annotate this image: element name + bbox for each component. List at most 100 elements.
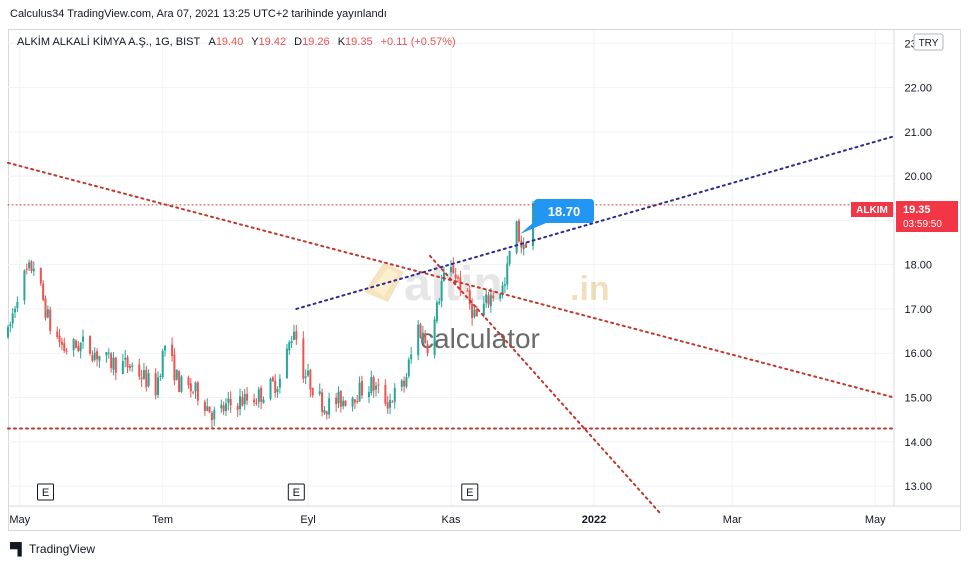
candle-body [65, 350, 68, 352]
candle-body [159, 375, 162, 377]
legend-low: 19.26 [302, 36, 330, 48]
y-tick-labels: 13.0014.0015.0016.0017.0018.0019.0020.00… [904, 38, 932, 493]
candle-body [403, 380, 406, 387]
candle-body [468, 290, 471, 305]
candle-body [501, 285, 504, 295]
candle-body [196, 382, 199, 401]
earnings-event-box [461, 483, 479, 501]
candle-body [405, 376, 408, 387]
x-tick-label: Mar [723, 514, 742, 526]
watermark: altin .in [364, 258, 610, 311]
candle-body [417, 324, 420, 356]
publish-info: Calculus34 TradingView.com, Ara 07, 2021… [10, 8, 387, 20]
candle-body [503, 284, 506, 286]
candle-body [475, 309, 478, 317]
candle-body [175, 369, 178, 380]
candle-body [173, 354, 176, 381]
candle-body [210, 412, 213, 421]
candle-body [56, 331, 59, 338]
candle-body [372, 377, 375, 391]
symbol-legend: ALKİM ALKALİ KİMYA A.Ş., 1G, BIST A19.40… [17, 35, 456, 48]
candle-body [147, 373, 150, 387]
candle-body [358, 382, 361, 402]
candle-body [44, 298, 47, 318]
candle-body [454, 274, 457, 279]
candle-body [126, 357, 129, 368]
legend-open-label: A [208, 36, 216, 48]
candle-body [93, 352, 96, 360]
currency-badge-box [913, 33, 944, 51]
candle-body [145, 369, 148, 388]
candle-body [438, 301, 441, 304]
candle-body [489, 294, 492, 307]
y-tick-label: 16.00 [904, 348, 932, 360]
candle-body [9, 324, 12, 327]
candle-body [339, 390, 342, 407]
candle-body [42, 283, 45, 300]
trendlines[interactable] [7, 135, 895, 514]
candle-body [290, 341, 293, 344]
tradingview-logo-icon: ▀▌ [10, 542, 26, 556]
candle-body [515, 221, 518, 253]
candle-body [192, 391, 195, 393]
candle-body [82, 336, 85, 342]
candle-body [276, 388, 279, 393]
candle-body [39, 267, 42, 284]
candle-body [506, 263, 509, 285]
candle-body [121, 361, 124, 375]
candle-body [131, 365, 134, 367]
candle-body [351, 397, 354, 407]
candle-body [49, 309, 52, 331]
candle-body [203, 401, 206, 411]
candle-body [325, 411, 328, 415]
candle-body [328, 398, 331, 415]
candle-body [410, 354, 413, 360]
ticker-tag-bg [851, 202, 893, 217]
candle-body [426, 344, 429, 354]
candle-body [466, 290, 469, 292]
candle-body [46, 309, 49, 318]
candle-body [239, 396, 242, 410]
candle-body [222, 405, 225, 412]
candle-body [7, 327, 9, 338]
candle-body [318, 391, 321, 394]
candle-body [154, 373, 157, 396]
ticker-tag-label: ALKIM [856, 205, 888, 216]
candle-body [128, 365, 131, 369]
candle-body [492, 295, 495, 299]
y-tick-label: 14.00 [904, 437, 932, 449]
x-tick-label: May [865, 514, 886, 526]
candle-body [473, 309, 476, 317]
candle-body [124, 357, 127, 360]
candle-body [91, 355, 94, 361]
candle-body [356, 401, 359, 403]
earnings-event-box [287, 483, 305, 501]
candle-body [180, 376, 183, 392]
y-tick-label: 20.00 [904, 171, 932, 183]
candle-body [459, 277, 462, 291]
candle-body [271, 377, 274, 382]
candle-body [522, 244, 525, 250]
candle-body [353, 399, 356, 403]
legend-line: ALKİM ALKALİ KİMYA A.Ş., 1G, BIST A19.40… [17, 35, 456, 48]
candle-body [374, 385, 377, 390]
candle-body [208, 406, 211, 413]
candle-body [370, 377, 373, 393]
price-callout[interactable]: 18.70 [520, 199, 594, 234]
y-tick-label: 17.00 [904, 304, 932, 316]
candle-body [25, 268, 28, 270]
candle-body [435, 302, 438, 321]
candle-body [142, 370, 145, 379]
candle-body [419, 324, 422, 338]
candle-body [110, 353, 113, 369]
candle-body [96, 351, 99, 360]
candle-body [389, 400, 392, 408]
candle-body [302, 338, 305, 379]
candle-body [285, 348, 288, 379]
candle-body [243, 393, 246, 405]
candle-body [74, 340, 77, 348]
currency-badge[interactable]: TRY [913, 33, 944, 51]
x-tick-label: 2022 [582, 514, 606, 526]
